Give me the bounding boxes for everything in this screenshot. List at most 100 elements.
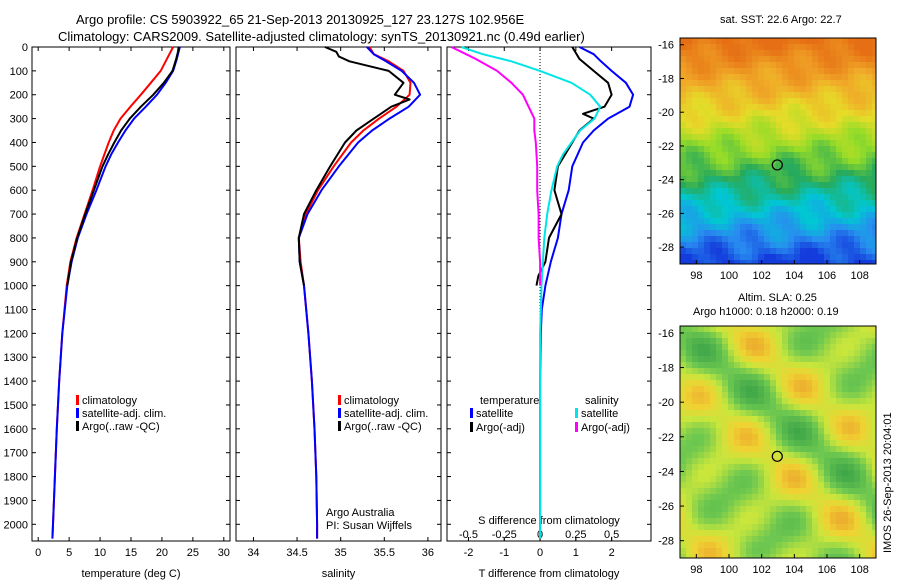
sla-map-cell: [686, 350, 692, 356]
sla-map-cell: [740, 470, 746, 476]
sla-map-cell: [764, 410, 770, 416]
sst-map-cell: [680, 116, 686, 122]
sla-map-cell: [686, 398, 692, 404]
sst-map-cell: [830, 194, 836, 200]
sla-map-cell: [830, 482, 836, 488]
sst-map-cell: [686, 140, 692, 146]
sst-map-cell: [698, 218, 704, 224]
sst-map-cell: [722, 242, 728, 248]
sla-map-cell: [860, 392, 866, 398]
sla-map-lat-tick-label: -16: [658, 328, 674, 340]
sla-map-cell: [776, 446, 782, 452]
sla-map-cell: [692, 350, 698, 356]
sla-map-cell: [758, 554, 764, 558]
sst-map-cell: [734, 200, 740, 206]
depth-tick-label: 1400: [4, 376, 28, 388]
sst-map-cell: [722, 86, 728, 92]
sst-map-cell: [740, 44, 746, 50]
sst-map-cell: [710, 212, 716, 218]
sla-map-cell: [794, 422, 800, 428]
sst-map-cell: [866, 158, 872, 164]
sst-map-cell: [872, 200, 876, 206]
sla-map-cell: [812, 464, 818, 470]
sla-map-cell: [818, 398, 824, 404]
sla-map-cell: [806, 464, 812, 470]
sla-map-cell: [716, 506, 722, 512]
sst-map-cell: [680, 188, 686, 194]
sst-map-cell: [842, 194, 848, 200]
sla-map-cell: [800, 536, 806, 542]
sla-map-cell: [866, 332, 872, 338]
sla-map-cell: [842, 488, 848, 494]
sla-map-cell: [734, 410, 740, 416]
sst-map-cell: [758, 260, 764, 264]
sst-map-cell: [746, 164, 752, 170]
sla-map-cell: [848, 344, 854, 350]
sla-map-cell: [866, 362, 872, 368]
sst-map-cell: [794, 212, 800, 218]
sst-map-cell: [800, 92, 806, 98]
sst-map-cell: [830, 176, 836, 182]
sla-map-cell: [752, 518, 758, 524]
sst-map-cell: [722, 56, 728, 62]
temperature-axis-tick-label: 25: [187, 547, 199, 559]
sla-map-cell: [806, 332, 812, 338]
sla-map-cell: [740, 350, 746, 356]
sla-map-cell: [734, 368, 740, 374]
sla-map-cell: [770, 338, 776, 344]
sst-map-cell: [794, 98, 800, 104]
sla-map-cell: [800, 380, 806, 386]
sst-map-cell: [704, 98, 710, 104]
sst-map-cell: [746, 116, 752, 122]
sst-map-cell: [734, 86, 740, 92]
sla-map-cell: [728, 476, 734, 482]
sla-map-cell: [824, 410, 830, 416]
sst-map-cell: [854, 152, 860, 158]
sla-map-cell: [824, 350, 830, 356]
sst-map-cell: [872, 242, 876, 248]
sla-map-cell: [752, 524, 758, 530]
sst-map-cell: [800, 140, 806, 146]
sla-map-cell: [800, 386, 806, 392]
sla-map-cell: [710, 410, 716, 416]
sla-map-cell: [842, 452, 848, 458]
sst-map-cell: [686, 44, 692, 50]
sst-map-cell: [872, 158, 876, 164]
sst-map-cell: [842, 50, 848, 56]
sla-map-cell: [776, 452, 782, 458]
sst-map-cell: [686, 86, 692, 92]
sst-map-cell: [698, 206, 704, 212]
sst-map-cell: [860, 74, 866, 80]
sst-map-cell: [812, 194, 818, 200]
sst-map-cell: [692, 194, 698, 200]
sst-map-cell: [776, 38, 782, 44]
sst-map-cell: [728, 170, 734, 176]
sla-map-cell: [698, 380, 704, 386]
sla-map-cell: [752, 410, 758, 416]
sst-map-cell: [758, 104, 764, 110]
sla-map-cell: [854, 434, 860, 440]
sst-map-cell: [692, 224, 698, 230]
sla-map-cell: [866, 350, 872, 356]
depth-tick-label: 2000: [4, 519, 28, 531]
sla-map-cell: [788, 338, 794, 344]
sst-map-cell: [860, 44, 866, 50]
sla-map-cell: [830, 374, 836, 380]
sst-map-cell: [782, 50, 788, 56]
sla-map-cell: [824, 428, 830, 434]
sst-map-cell: [734, 116, 740, 122]
sla-map-cell: [794, 374, 800, 380]
sst-map-cell: [692, 206, 698, 212]
sst-map-cell: [716, 176, 722, 182]
sst-map-cell: [710, 56, 716, 62]
sst-map-cell: [752, 212, 758, 218]
sla-map-cell: [788, 512, 794, 518]
sla-map-cell: [854, 368, 860, 374]
sst-map-cell: [740, 188, 746, 194]
sst-map-cell: [776, 236, 782, 242]
sst-map-cell: [836, 230, 842, 236]
sla-map-cell: [722, 494, 728, 500]
sst-map-cell: [842, 80, 848, 86]
sla-map-cell: [770, 548, 776, 554]
sla-map-cell: [722, 518, 728, 524]
